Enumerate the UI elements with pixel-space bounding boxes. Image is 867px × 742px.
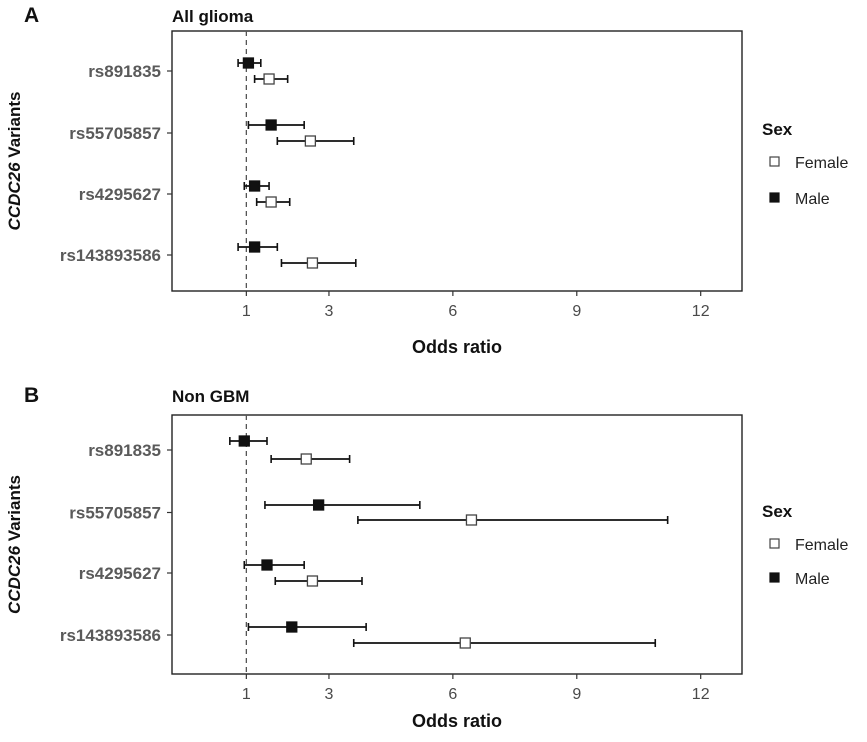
legend-entry: Female (795, 155, 848, 172)
y-tick-label: rs4295627 (79, 185, 161, 204)
point-female (263, 73, 275, 85)
point-female (465, 514, 478, 526)
y-tick-label: rs55705857 (69, 504, 161, 523)
x-tick-label: 6 (448, 303, 457, 320)
x-tick-label: 6 (448, 686, 457, 703)
forest-panel-b: B Non GBM 1 3 6 9 12 rs891835 rs55705857 rs429562… (5, 384, 848, 731)
plot-frame (171, 414, 743, 675)
point-female (306, 257, 319, 269)
point-female (306, 575, 319, 587)
point-female (459, 637, 471, 649)
legend-key-male (769, 192, 780, 203)
x-tick-label: 12 (692, 686, 710, 703)
x-tick-label: 12 (692, 303, 710, 320)
point-male (248, 180, 261, 192)
legend-title: Sex (762, 120, 793, 139)
y-tick-label: rs143893586 (60, 626, 161, 645)
y-tick-label: rs891835 (88, 441, 161, 460)
y-axis-label: CCDC26 Variants (5, 92, 24, 231)
point-male (248, 241, 261, 253)
y-axis-label-rest: Variants (5, 92, 24, 163)
panel-title: All glioma (172, 7, 254, 26)
point-male (242, 57, 255, 69)
legend-entry: Male (795, 571, 830, 588)
panel-title: Non GBM (172, 387, 249, 406)
point-female (265, 196, 277, 208)
legend-entry: Female (795, 537, 848, 554)
y-axis-label-gene: CCDC26 (5, 545, 24, 614)
legend-key-male (769, 572, 780, 583)
point-male (286, 621, 298, 633)
x-tick-label: 1 (242, 686, 251, 703)
y-tick-label: rs4295627 (79, 564, 161, 583)
point-male (265, 119, 277, 131)
x-tick-label: 1 (242, 303, 251, 320)
y-axis-label: CCDC26 Variants (5, 475, 24, 614)
point-male (312, 499, 325, 511)
legend-key-female (769, 538, 780, 549)
x-tick-label: 3 (325, 303, 334, 320)
y-tick-label: rs891835 (88, 62, 161, 81)
point-male (238, 435, 250, 447)
y-tick-label: rs143893586 (60, 246, 161, 265)
x-axis-label: Odds ratio (412, 711, 502, 731)
x-tick-label: 3 (325, 686, 334, 703)
legend-entry: Male (795, 191, 830, 208)
y-axis-label-gene: CCDC26 (5, 162, 24, 231)
panel-letter: B (24, 384, 39, 407)
x-tick-label: 9 (572, 686, 581, 703)
point-female (300, 453, 312, 465)
y-axis-label-rest: Variants (5, 475, 24, 546)
panel-letter: A (24, 4, 39, 27)
forest-panel-a: A All glioma 1 3 6 9 12 rs891835 rs55705857 rs429… (5, 4, 848, 357)
legend-key-female (769, 156, 780, 167)
legend-title: Sex (762, 502, 793, 521)
x-axis-label: Odds ratio (412, 337, 502, 357)
point-male (261, 559, 273, 571)
point-female (304, 135, 317, 147)
y-tick-label: rs55705857 (69, 124, 161, 143)
x-tick-label: 9 (572, 303, 581, 320)
